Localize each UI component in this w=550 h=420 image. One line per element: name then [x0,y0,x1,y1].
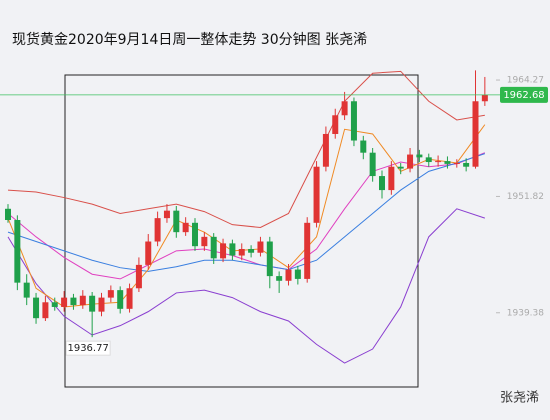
y-tick-label: 1939.38 [507,308,544,318]
candle-body [322,133,329,167]
candle-body [248,248,255,253]
candle-body [332,115,339,134]
candle-body [98,297,105,312]
candle-body [425,157,432,163]
candle-body [341,101,348,116]
candle-body [163,210,170,219]
candle-body [51,302,58,307]
candle-body [126,288,133,309]
candle-body [238,248,245,256]
indicator-line [7,208,486,364]
candle-body [453,162,460,164]
candle-body [23,282,30,298]
candle-body [463,162,470,167]
candle-body [481,94,488,102]
candle-body [5,208,11,221]
candle-body [107,290,114,298]
indicator-line [7,70,485,228]
indicator-line [7,124,486,308]
candle-body [369,152,376,177]
candle-body [416,154,423,158]
candle-body [285,269,292,281]
candle-body [154,218,161,242]
candle-body [379,176,385,191]
candle-body [192,222,198,247]
candle-body [220,243,227,259]
candle-body [276,276,283,281]
candle-body [435,161,442,163]
y-tick-label: 1964.27 [507,76,544,86]
candle-body [294,269,301,279]
y-tick-label: 1951.82 [507,192,544,202]
candle-body [397,166,404,169]
candle-body [135,264,142,289]
candle-body [117,290,124,309]
last-price-label: 1962.68 [503,90,544,101]
candle-body [266,241,273,277]
candle-body [70,297,77,306]
low-label-box [65,340,111,356]
candle-body [79,295,86,306]
candle-body [313,166,320,223]
last-price-box [500,86,548,103]
candle-body [33,297,40,319]
candle-body [61,297,68,307]
candle-body [388,166,395,191]
candle-body [229,243,236,256]
chart-title: 现货黄金2020年9月14日周一整体走势 30分钟图 张尧浠 [12,31,367,48]
frame [64,74,419,388]
candle-body [444,161,451,164]
indicator-line [7,153,486,272]
candle-body [201,236,208,247]
candle-body [407,154,414,169]
candle-body [182,222,189,233]
watermark: 张尧浠 [500,391,539,406]
candle-body [42,302,49,319]
candle-body [14,220,21,283]
candle-body [89,295,96,312]
indicator-line [7,152,486,280]
candle-body [304,222,311,279]
candle-body [145,241,152,265]
low-label: 1936.77 [67,343,108,354]
candle-body [350,101,357,141]
candle-body [173,210,180,233]
candle-body [472,101,479,167]
candle-body [210,236,217,259]
candle-body [360,140,367,153]
candle-body [257,241,264,253]
